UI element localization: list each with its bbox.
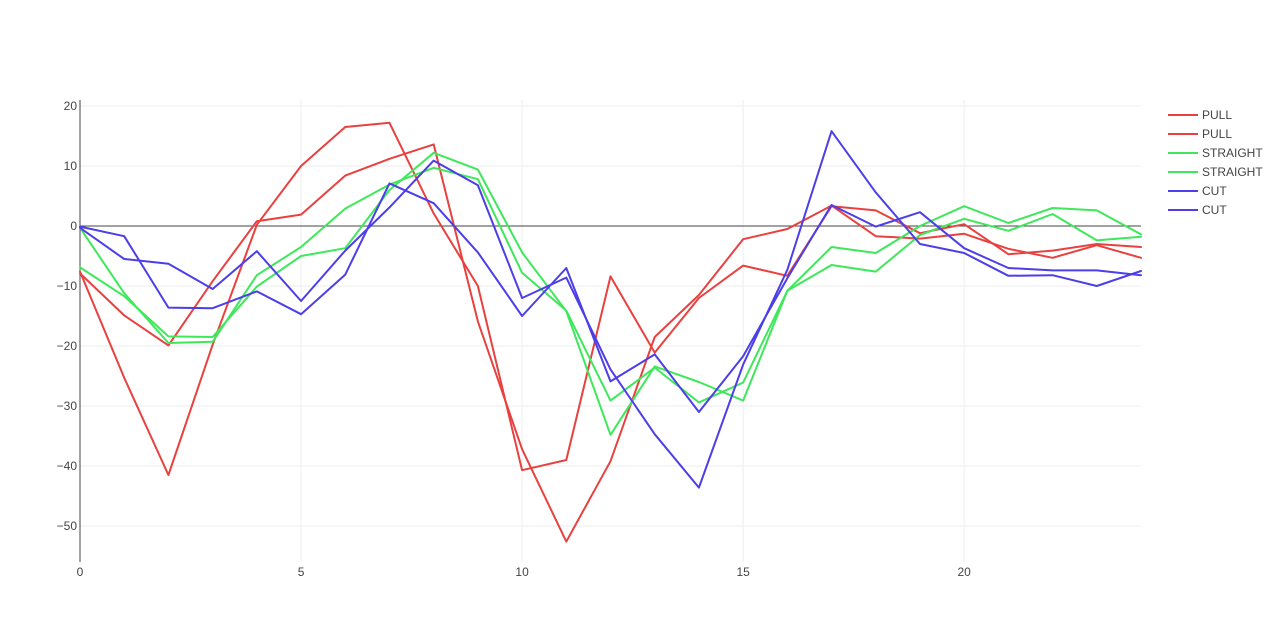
legend-label: STRAIGHT bbox=[1202, 165, 1263, 179]
y-tick-label: −50 bbox=[57, 519, 78, 533]
y-tick-label: −40 bbox=[57, 459, 78, 473]
x-tick-label: 20 bbox=[957, 565, 971, 579]
x-tick-label: 5 bbox=[298, 565, 305, 579]
y-tick-label: 0 bbox=[70, 219, 77, 233]
gridlines bbox=[79, 100, 1141, 562]
legend-label: STRAIGHT bbox=[1202, 146, 1263, 160]
y-tick-label: 10 bbox=[64, 159, 78, 173]
series-line-pull bbox=[79, 143, 1142, 543]
y-tick-label: 20 bbox=[64, 99, 78, 113]
axes bbox=[79, 100, 1141, 562]
legend: PULL PULL STRAIGHT STRAIGHT CUT CUT bbox=[1168, 108, 1263, 217]
legend-label: PULL bbox=[1202, 108, 1232, 122]
y-tick-label: −20 bbox=[57, 339, 78, 353]
y-tick-label: −30 bbox=[57, 399, 78, 413]
series-line-straight bbox=[79, 151, 1142, 436]
legend-label: CUT bbox=[1202, 203, 1227, 217]
x-tick-label: 0 bbox=[77, 565, 84, 579]
legend-label: CUT bbox=[1202, 184, 1227, 198]
series-line-cut bbox=[79, 130, 1142, 489]
y-tick-label: −10 bbox=[57, 279, 78, 293]
series-line-cut bbox=[79, 182, 1142, 413]
x-tick-label: 15 bbox=[736, 565, 750, 579]
x-tick-label: 10 bbox=[515, 565, 529, 579]
tick-labels: 0 5 10 15 20 20 10 0 −10 −20 −30 −40 −50 bbox=[57, 99, 972, 579]
series-line-pull bbox=[79, 121, 1142, 476]
series-lines bbox=[79, 121, 1142, 543]
legend-label: PULL bbox=[1202, 127, 1232, 141]
series-line-straight bbox=[79, 166, 1142, 404]
